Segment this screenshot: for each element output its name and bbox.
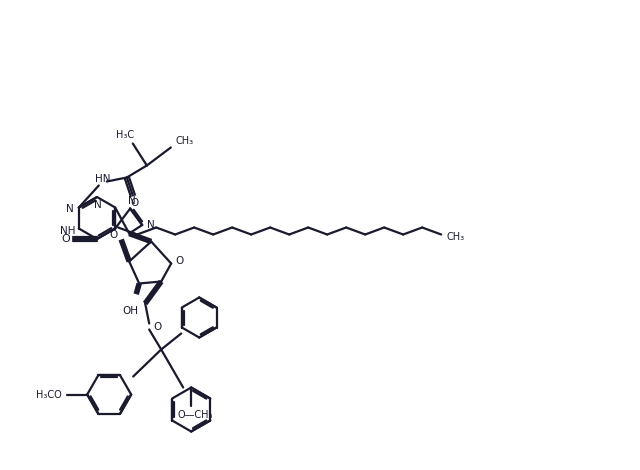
Text: O: O bbox=[131, 198, 139, 209]
Text: O—CH₃: O—CH₃ bbox=[177, 410, 213, 421]
Text: HN: HN bbox=[95, 174, 111, 185]
Text: O: O bbox=[61, 234, 70, 244]
Text: N: N bbox=[66, 204, 74, 214]
Text: O: O bbox=[175, 257, 183, 266]
Text: N: N bbox=[94, 200, 102, 210]
Text: CH₃: CH₃ bbox=[446, 232, 464, 242]
Text: H₃C: H₃C bbox=[116, 130, 134, 140]
Text: O: O bbox=[153, 321, 161, 331]
Text: H₃CO: H₃CO bbox=[36, 390, 62, 400]
Text: N: N bbox=[147, 220, 155, 230]
Text: CH₃: CH₃ bbox=[176, 136, 194, 147]
Text: O: O bbox=[109, 229, 117, 240]
Text: OH: OH bbox=[122, 306, 138, 316]
Text: N: N bbox=[128, 196, 136, 206]
Text: NH: NH bbox=[60, 226, 76, 235]
